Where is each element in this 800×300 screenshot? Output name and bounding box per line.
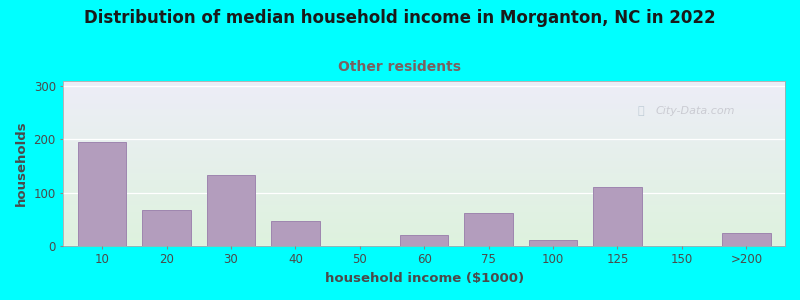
Text: ⓘ: ⓘ [637,106,644,116]
Bar [465,213,513,246]
Bar [78,142,126,246]
Bar [271,221,319,246]
Bar [529,241,578,246]
Text: City-Data.com: City-Data.com [655,106,734,116]
Bar [594,187,642,246]
Bar [400,235,448,246]
Text: Distribution of median household income in Morganton, NC in 2022: Distribution of median household income … [84,9,716,27]
Y-axis label: households: households [15,121,28,206]
Text: Other residents: Other residents [338,60,462,74]
Bar [142,210,190,246]
Bar [206,175,255,246]
X-axis label: household income ($1000): household income ($1000) [325,272,524,285]
Bar [722,232,770,246]
